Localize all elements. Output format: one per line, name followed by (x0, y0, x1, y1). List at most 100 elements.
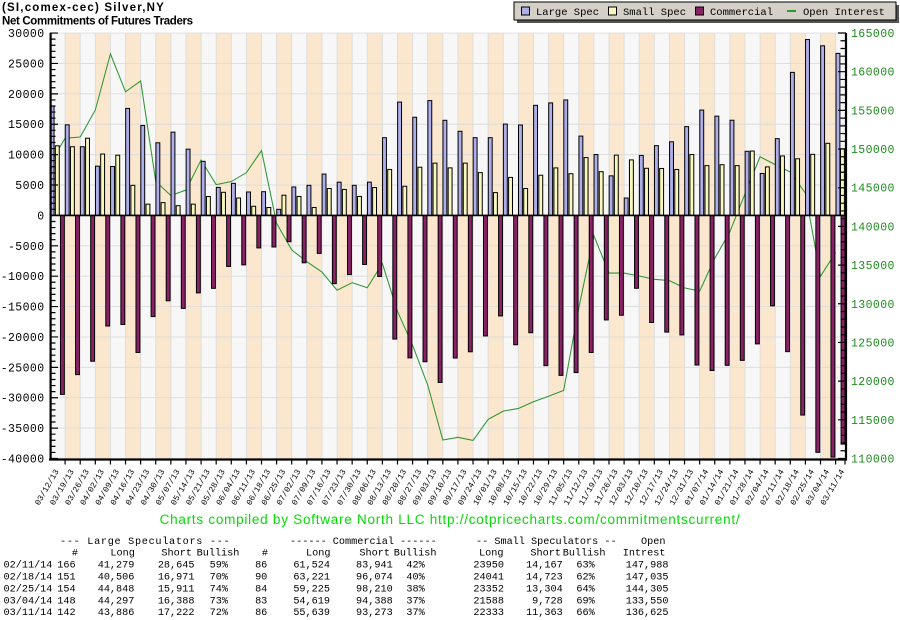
svg-text:14,723: 14,723 (526, 573, 563, 584)
svg-text:16,971: 16,971 (158, 573, 195, 584)
svg-text:30000: 30000 (8, 28, 45, 41)
svg-text:03/11/14: 03/11/14 (4, 607, 53, 619)
svg-text:Short: Short (161, 548, 192, 560)
svg-text:17,222: 17,222 (158, 608, 195, 619)
svg-text:Long: Long (110, 549, 134, 560)
svg-text:Long: Long (306, 549, 330, 560)
svg-text:02/11/14: 02/11/14 (4, 560, 53, 572)
svg-text:(SI,comex-cec) Silver,NY: (SI,comex-cec) Silver,NY (2, 2, 165, 14)
svg-text:54,619: 54,619 (293, 596, 330, 607)
svg-text:-20000: -20000 (1, 332, 45, 345)
svg-text:------ Commercial ------: ------ Commercial ------ (290, 536, 437, 548)
svg-text:Short: Short (530, 548, 561, 560)
svg-text:98,210: 98,210 (356, 584, 393, 595)
svg-text:144,305: 144,305 (626, 584, 669, 595)
svg-text:110000: 110000 (851, 454, 895, 467)
svg-text:10000: 10000 (8, 150, 45, 163)
svg-text:151: 151 (57, 573, 75, 584)
svg-text:Intrest: Intrest (623, 549, 666, 560)
svg-text:23352: 23352 (473, 584, 504, 595)
svg-text:115000: 115000 (851, 415, 895, 428)
svg-text:Open: Open (641, 537, 665, 548)
svg-text:Small Spec: Small Spec (623, 7, 686, 19)
svg-text:03/04/14: 03/04/14 (4, 595, 53, 607)
svg-text:43,886: 43,886 (98, 608, 135, 619)
svg-text:61,524: 61,524 (293, 561, 330, 572)
svg-text:Net Commitments of Futures Tra: Net Commitments of Futures Traders (2, 15, 193, 27)
svg-text:42%: 42% (406, 561, 425, 572)
svg-text:93,273: 93,273 (356, 608, 393, 619)
svg-text:Bullish: Bullish (197, 548, 240, 560)
svg-text:37%: 37% (406, 596, 425, 607)
svg-text:63,221: 63,221 (293, 573, 330, 584)
svg-text:40%: 40% (406, 573, 425, 584)
svg-text:125000: 125000 (851, 337, 895, 350)
svg-text:11,363: 11,363 (526, 608, 563, 619)
svg-text:59,225: 59,225 (293, 584, 330, 595)
svg-text:5000: 5000 (15, 180, 44, 193)
svg-text:70%: 70% (210, 573, 229, 584)
svg-text:15000: 15000 (8, 119, 45, 132)
svg-text:22333: 22333 (473, 608, 504, 619)
svg-text:59%: 59% (210, 561, 229, 572)
svg-text:83: 83 (255, 596, 267, 607)
svg-text:73%: 73% (210, 596, 229, 607)
svg-text:96,074: 96,074 (356, 573, 393, 584)
svg-text:38%: 38% (406, 584, 425, 595)
svg-text:15,911: 15,911 (158, 584, 195, 595)
svg-text:13,304: 13,304 (526, 584, 563, 595)
svg-text:136,625: 136,625 (626, 608, 669, 619)
svg-text:14,167: 14,167 (526, 561, 563, 572)
svg-text:Long: Long (479, 549, 503, 560)
svg-text:142: 142 (57, 608, 75, 619)
svg-text:147,988: 147,988 (626, 561, 669, 572)
svg-text:62%: 62% (576, 573, 595, 584)
svg-text:-35000: -35000 (1, 423, 45, 436)
svg-text:147,035: 147,035 (626, 573, 669, 584)
svg-text:28,645: 28,645 (158, 561, 195, 572)
svg-text:44,848: 44,848 (98, 584, 135, 595)
svg-text:-30000: -30000 (1, 393, 45, 406)
svg-text:-25000: -25000 (1, 362, 45, 375)
svg-text:20000: 20000 (8, 89, 45, 102)
svg-text:Short: Short (359, 548, 390, 560)
svg-text:120000: 120000 (851, 376, 895, 389)
svg-text:63%: 63% (576, 561, 595, 572)
svg-text:16,388: 16,388 (158, 596, 195, 607)
svg-text:66%: 66% (576, 608, 595, 619)
svg-text:90: 90 (255, 573, 267, 584)
svg-text:140000: 140000 (851, 221, 895, 234)
svg-text:-40000: -40000 (1, 454, 45, 467)
svg-text:84: 84 (255, 584, 267, 595)
svg-text:166: 166 (57, 561, 75, 572)
svg-text:155000: 155000 (851, 105, 895, 118)
svg-text:40,506: 40,506 (98, 573, 135, 584)
svg-text:-15000: -15000 (1, 302, 45, 315)
svg-text:86: 86 (255, 561, 267, 572)
svg-text:86: 86 (255, 608, 267, 619)
svg-text:135000: 135000 (851, 260, 895, 273)
svg-text:145000: 145000 (851, 183, 895, 196)
svg-text:74%: 74% (210, 584, 229, 595)
svg-text:--- Large Speculators ---: --- Large Speculators --- (60, 536, 230, 548)
svg-text:133,550: 133,550 (626, 596, 669, 607)
svg-text:#: # (262, 549, 268, 560)
svg-text:154: 154 (57, 584, 75, 595)
svg-text:83,941: 83,941 (356, 561, 393, 572)
svg-text:-5000: -5000 (8, 241, 45, 254)
svg-text:-10000: -10000 (1, 271, 45, 284)
svg-text:24041: 24041 (473, 573, 504, 584)
svg-text:Charts compiled by Software No: Charts compiled by Software North LLC ht… (160, 512, 741, 527)
svg-text:37%: 37% (406, 608, 425, 619)
svg-text:9,728: 9,728 (532, 596, 563, 607)
svg-text:#: # (72, 549, 78, 560)
svg-text:130000: 130000 (851, 299, 895, 312)
svg-text:02/25/14: 02/25/14 (4, 583, 53, 595)
svg-text:21588: 21588 (473, 596, 504, 607)
svg-text:25000: 25000 (8, 58, 45, 71)
svg-text:69%: 69% (576, 596, 595, 607)
svg-text:64%: 64% (576, 584, 595, 595)
svg-text:0: 0 (37, 210, 44, 223)
svg-text:Open Interest: Open Interest (803, 7, 885, 19)
svg-text:23950: 23950 (473, 561, 504, 572)
